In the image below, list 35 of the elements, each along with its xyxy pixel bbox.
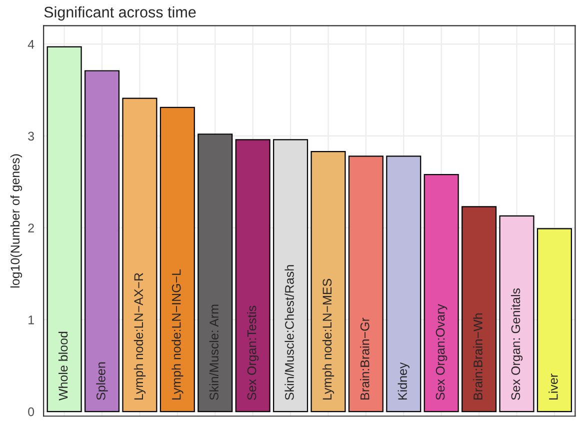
y-tick-label: 4 (28, 40, 34, 49)
chart-title: Significant across time (44, 6, 196, 21)
bar (499, 215, 534, 412)
x-tick-label: Sex Organ: Genitals (510, 288, 523, 400)
bar (122, 98, 158, 412)
x-tick-label: Lymph node:LN−ING−L (172, 269, 184, 400)
bar (84, 70, 120, 412)
bar (462, 206, 497, 412)
x-tick-label: Sex Organ:Testis (247, 306, 259, 400)
bar (310, 151, 346, 412)
y-tick-label: 3 (28, 132, 34, 141)
x-tick-label: Skin/Muscle:Chest/Rash (284, 265, 294, 400)
x-tick-label: Whole blood (58, 332, 68, 400)
bar (46, 46, 82, 412)
bar (273, 139, 308, 412)
y-tick-label: 1 (28, 316, 34, 324)
x-tick-label: Sex Organ:Ovary (436, 304, 448, 400)
y-axis-title: log10(Number of genes) (10, 154, 22, 288)
x-tick-label: Brain:Brain−Gr (360, 318, 370, 400)
bar (198, 134, 233, 412)
x-tick-label: Skin/Muscle: Arm (209, 304, 218, 400)
y-tick-label: 2 (28, 224, 34, 232)
bar (235, 139, 270, 412)
bar (424, 174, 459, 412)
bar (348, 156, 384, 412)
bar (536, 228, 572, 412)
x-tick-label: Brain:Brain−Wh (473, 313, 482, 400)
x-tick-label: Lymph node:LN−AX−R (134, 273, 146, 400)
x-tick-label: Lymph node:LN−MES (322, 278, 334, 400)
y-tick-label: 0 (28, 407, 34, 416)
x-tick-label: Kidney (398, 362, 410, 400)
x-tick-label: Spleen (96, 362, 108, 400)
x-tick-label: Liver (548, 374, 558, 400)
bar (160, 106, 195, 412)
bar (386, 156, 422, 412)
